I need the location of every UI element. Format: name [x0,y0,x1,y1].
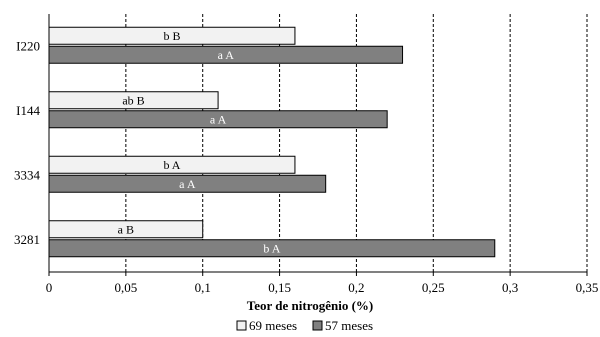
legend: 69 meses 57 meses [236,318,373,333]
bar-data-label: a A [218,48,235,62]
x-axis-title: Teor de nitrogênio (%) [247,298,374,313]
legend-label: 69 meses [249,318,297,333]
x-tick-labels: 0 0,05 0,1 0,15 0,2 0,25 0,3 0,35 [46,272,599,295]
x-tick-label: 0,15 [268,280,291,295]
bar-data-label: b A [163,158,180,172]
bar-data-label: b B [163,29,180,43]
bar-data-label: b A [263,241,280,255]
category-labels: I220 I144 3334 3281 [14,38,41,247]
category-label: 3334 [14,167,41,182]
bar-data-label: a A [179,177,196,191]
legend-swatch [236,320,247,331]
x-tick-label: 0,05 [114,280,137,295]
x-tick-label: 0,25 [422,280,445,295]
bar-data-label: ab B [122,93,144,107]
legend-label: 57 meses [325,318,373,333]
x-tick-label: 0,2 [348,280,364,295]
bar-data-label: a B [118,222,134,236]
bars: b B a A ab B a A b A a A a B b A [48,26,496,258]
bar-data-label: a A [210,112,227,126]
category-label: I144 [16,103,40,118]
category-label: 3281 [14,232,40,247]
x-tick-label: 0,35 [576,280,599,295]
x-tick-label: 0,3 [502,280,518,295]
axes [48,14,587,273]
x-tick-label: 0 [46,280,53,295]
x-tick-label: 0,1 [195,280,211,295]
legend-swatch [312,320,323,331]
category-label: I220 [16,38,40,53]
